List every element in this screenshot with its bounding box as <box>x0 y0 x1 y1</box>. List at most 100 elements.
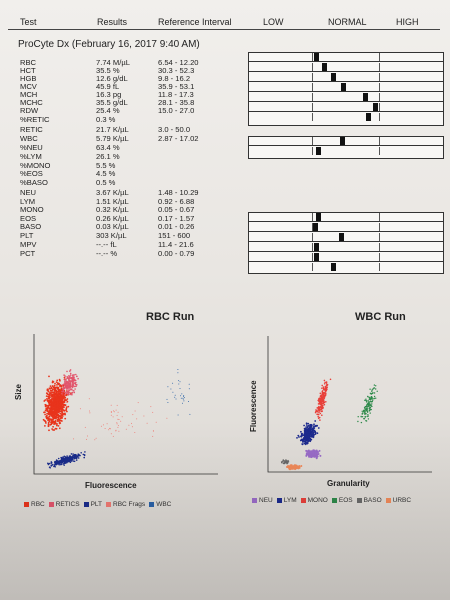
row-result: 0.3 % <box>96 115 116 124</box>
row-name: %EOS <box>20 169 43 178</box>
header-test: Test <box>20 17 37 27</box>
legend-label: MONO <box>307 497 328 504</box>
legend-swatch <box>24 501 29 507</box>
row-ref: 6.54 - 12.20 <box>158 58 199 67</box>
row-result: 25.4 % <box>96 106 120 115</box>
range-bar-row <box>249 83 443 92</box>
row-name: PLT <box>20 231 34 240</box>
row-ref: 28.1 - 35.8 <box>158 98 195 107</box>
range-bars-wbc <box>248 136 444 159</box>
row-name: %BASO <box>20 178 48 187</box>
low-boundary <box>312 113 313 121</box>
wbc-y-label: Fluorescence <box>249 380 258 432</box>
header-low: LOW <box>263 17 284 27</box>
range-bar-row <box>249 253 443 262</box>
row-name: HGB <box>20 74 37 83</box>
range-bar-row <box>249 223 443 232</box>
range-bars-rbc <box>248 52 444 126</box>
high-boundary <box>379 223 380 231</box>
row-name: %LYM <box>20 152 42 161</box>
row-name: EOS <box>20 214 37 223</box>
row-ref: 0.17 - 1.57 <box>158 214 195 223</box>
rbc-y-label: Size <box>14 383 23 400</box>
row-result: 63.4 % <box>96 143 120 152</box>
range-bar-row <box>249 147 443 155</box>
row-result: 26.1 % <box>96 152 120 161</box>
row-result: 12.6 g/dL <box>96 74 128 83</box>
legend-swatch <box>48 501 54 507</box>
result-marker <box>316 147 322 155</box>
range-bar-row <box>249 113 443 121</box>
low-boundary <box>312 243 313 251</box>
row-result: 303 K/µL <box>96 231 127 240</box>
cell-cluster <box>47 451 86 469</box>
header-normal: NORMAL <box>328 17 367 27</box>
legend-swatch <box>300 497 306 503</box>
low-boundary <box>312 263 313 271</box>
rbc-run-plot <box>33 334 218 475</box>
low-boundary <box>312 103 313 111</box>
high-boundary <box>379 213 380 221</box>
row-name: WBC <box>20 134 38 143</box>
result-marker <box>313 223 319 231</box>
legend-label: NEU <box>259 497 273 504</box>
row-name: MCH <box>20 90 38 99</box>
result-marker <box>314 53 320 61</box>
header-divider <box>8 29 440 30</box>
high-boundary <box>379 103 380 111</box>
row-name: MCHC <box>20 98 43 107</box>
cell-cluster <box>296 420 320 446</box>
rbc-run-title: RBC Run <box>146 311 195 323</box>
row-result: --.-- fL <box>96 240 117 249</box>
legend-label: URBC <box>392 497 412 504</box>
row-ref: 30.3 - 52.3 <box>158 66 195 75</box>
row-name: RDW <box>20 106 39 115</box>
low-boundary <box>312 63 313 71</box>
row-result: 0.32 K/µL <box>96 205 129 214</box>
row-ref: 0.92 - 6.88 <box>158 197 195 206</box>
row-result: 0.26 K/µL <box>96 214 129 223</box>
low-boundary <box>312 253 313 261</box>
row-name: RETIC <box>20 125 43 134</box>
report-title: ProCyte Dx (February 16, 2017 9:40 AM) <box>18 39 200 50</box>
result-marker <box>338 233 344 241</box>
row-result: 3.67 K/µL <box>96 188 129 197</box>
legend-label: RBC Frags <box>113 501 146 508</box>
result-marker <box>373 103 379 111</box>
high-boundary <box>379 73 380 81</box>
result-marker <box>341 83 347 91</box>
low-boundary <box>312 147 313 155</box>
result-marker <box>314 253 320 261</box>
range-bar-row <box>249 93 443 102</box>
row-name: HCT <box>20 66 36 75</box>
result-marker <box>316 213 322 221</box>
row-result: 0.03 K/µL <box>96 222 129 231</box>
row-name: MONO <box>20 205 44 214</box>
legend-label: RBC <box>31 501 45 508</box>
row-result: 7.74 M/µL <box>96 58 130 67</box>
result-marker <box>330 73 336 81</box>
plot-axes <box>267 336 432 473</box>
high-boundary <box>379 243 380 251</box>
row-result: 45.9 fL <box>96 82 120 91</box>
cell-cluster <box>280 459 290 465</box>
high-boundary <box>379 53 380 61</box>
row-name: %RETIC <box>20 115 50 124</box>
wbc-run-title: WBC Run <box>355 311 406 323</box>
legend-swatch <box>356 497 362 503</box>
wbc-x-label: Granularity <box>327 479 370 488</box>
row-result: 4.5 % <box>96 169 116 178</box>
high-boundary <box>379 113 380 121</box>
range-bar-row <box>249 233 443 242</box>
low-boundary <box>312 233 313 241</box>
cell-cluster <box>42 375 72 432</box>
cell-cluster <box>166 369 191 416</box>
high-boundary <box>379 63 380 71</box>
plot-axes <box>33 334 218 475</box>
row-ref: 35.9 - 53.1 <box>158 82 195 91</box>
legend-swatch <box>331 497 337 503</box>
header-results: Results <box>97 17 128 27</box>
row-result: 35.5 g/dL <box>96 98 128 107</box>
legend-swatch <box>276 497 282 503</box>
